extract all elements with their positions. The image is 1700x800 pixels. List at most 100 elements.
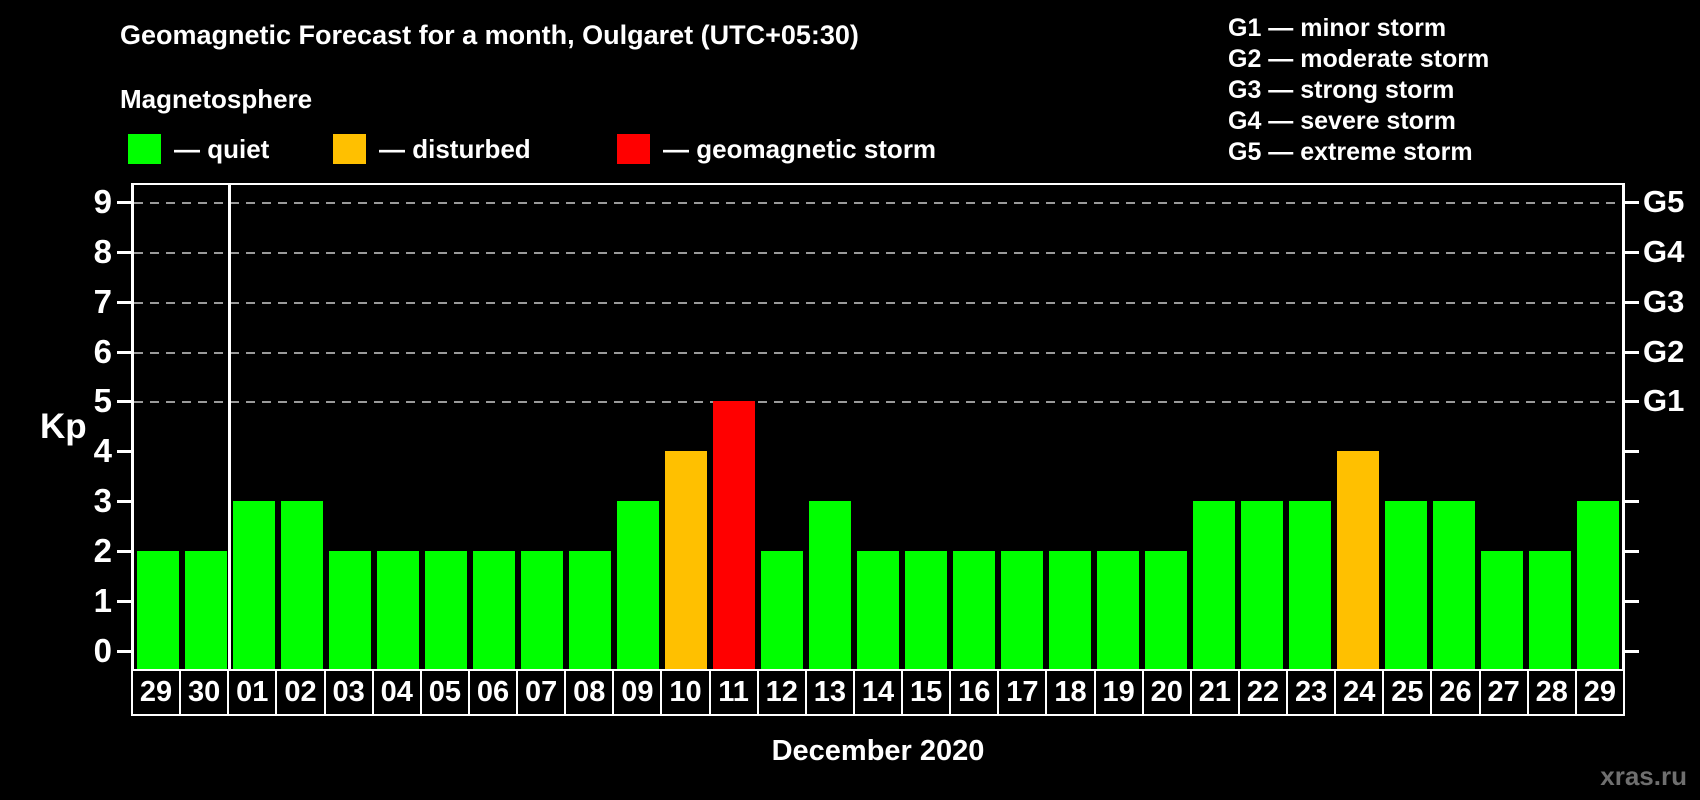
day-label-18: 18 xyxy=(1047,671,1094,714)
x-axis-title: December 2020 xyxy=(771,735,985,767)
kp-bar-day-21 xyxy=(1193,501,1235,669)
day-label-07: 07 xyxy=(518,671,565,714)
bar-cell-day-28 xyxy=(1526,183,1574,669)
day-label-05: 05 xyxy=(421,671,468,714)
day-label-20: 20 xyxy=(1143,671,1190,714)
bar-cell-day-16 xyxy=(950,183,998,669)
gridline-kp-5 xyxy=(134,401,1622,403)
y-axis-label-5: 5 xyxy=(93,382,112,419)
y-tick-left-1 xyxy=(117,600,131,603)
kp-bar-day-03 xyxy=(329,551,371,669)
g-legend-line-5: G5 — extreme storm xyxy=(1228,138,1473,166)
legend-label-storm: — geomagnetic storm xyxy=(663,133,937,164)
day-label-21: 21 xyxy=(1191,671,1238,714)
y-tick-right-2 xyxy=(1625,550,1639,553)
y-tick-right-8 xyxy=(1625,251,1639,254)
g-legend-line-1: G1 — minor storm xyxy=(1228,14,1447,42)
kp-bar-day-04 xyxy=(377,551,419,669)
right-axis-label-G5: G5 xyxy=(1643,184,1685,219)
bar-cell-day-26 xyxy=(1430,183,1478,669)
kp-bar-day-29 xyxy=(137,551,179,669)
bar-cell-day-07 xyxy=(518,183,566,669)
bar-cell-day-29 xyxy=(134,183,182,669)
right-axis-label-G2: G2 xyxy=(1643,334,1685,369)
y-tick-left-4 xyxy=(117,450,131,453)
day-label-15: 15 xyxy=(903,671,950,714)
kp-bar-day-19 xyxy=(1097,551,1139,669)
bars-layer xyxy=(134,183,1622,669)
kp-bar-day-08 xyxy=(569,551,611,669)
bar-cell-day-04 xyxy=(374,183,422,669)
y-axis-label-3: 3 xyxy=(93,482,112,519)
kp-bar-day-30 xyxy=(185,551,227,669)
bar-cell-day-09 xyxy=(614,183,662,669)
kp-bar-day-01 xyxy=(233,501,275,669)
kp-bar-day-23 xyxy=(1289,501,1331,669)
y-axis-label-6: 6 xyxy=(93,333,112,370)
y-tick-left-3 xyxy=(117,500,131,503)
day-label-08: 08 xyxy=(566,671,613,714)
right-axis-label-G3: G3 xyxy=(1643,284,1685,319)
bar-cell-day-18 xyxy=(1046,183,1094,669)
legend-item-quiet: — quiet xyxy=(128,134,269,164)
day-label-04: 04 xyxy=(373,671,420,714)
day-label-12: 12 xyxy=(758,671,805,714)
kp-bar-day-27 xyxy=(1481,551,1523,669)
y-axis-title: Kp xyxy=(40,407,87,446)
g-scale-legend: G1 — minor storm G2 — moderate storm G3 — … xyxy=(1228,13,1489,168)
bar-cell-day-15 xyxy=(902,183,950,669)
bar-cell-day-06 xyxy=(470,183,518,669)
legend-item-storm: — geomagnetic storm xyxy=(617,134,936,164)
kp-bar-day-14 xyxy=(857,551,899,669)
day-label-29: 29 xyxy=(133,671,180,714)
kp-bar-day-17 xyxy=(1001,551,1043,669)
y-tick-right-3 xyxy=(1625,500,1639,503)
kp-bar-day-24 xyxy=(1337,451,1379,669)
day-label-03: 03 xyxy=(325,671,372,714)
g-legend-line-3: G3 — strong storm xyxy=(1228,76,1455,104)
bar-cell-day-11 xyxy=(710,183,758,669)
y-tick-right-7 xyxy=(1625,301,1639,304)
kp-bar-day-07 xyxy=(521,551,563,669)
y-tick-right-4 xyxy=(1625,450,1639,453)
kp-bar-day-29 xyxy=(1577,501,1619,669)
right-axis-label-G1: G1 xyxy=(1643,383,1685,418)
bar-cell-day-27 xyxy=(1478,183,1526,669)
day-label-19: 19 xyxy=(1095,671,1142,714)
y-tick-left-2 xyxy=(117,550,131,553)
day-label-27: 27 xyxy=(1480,671,1527,714)
g-legend-line-4: G4 — severe storm xyxy=(1228,107,1456,135)
day-label-row: 29 30 01 02 03 04 05 06 07 08 09 10 11 12 13 14 15 16 17 18… xyxy=(131,669,1625,716)
day-label-28: 28 xyxy=(1528,671,1575,714)
legend-item-disturbed: — disturbed xyxy=(333,134,531,164)
bar-cell-day-29 xyxy=(1574,183,1622,669)
kp-bar-day-28 xyxy=(1529,551,1571,669)
y-axis-label-2: 2 xyxy=(93,532,112,569)
day-label-29: 29 xyxy=(1576,671,1623,714)
y-tick-left-5 xyxy=(117,400,131,403)
bar-cell-day-30 xyxy=(182,183,230,669)
kp-bar-day-18 xyxy=(1049,551,1091,669)
month-separator-line xyxy=(228,183,231,669)
kp-bar-day-12 xyxy=(761,551,803,669)
gridline-kp-8 xyxy=(134,252,1622,254)
bar-cell-day-23 xyxy=(1286,183,1334,669)
bar-cell-day-13 xyxy=(806,183,854,669)
bar-cell-day-20 xyxy=(1142,183,1190,669)
quiet-color-swatch xyxy=(128,134,161,164)
kp-bar-day-09 xyxy=(617,501,659,669)
g-legend-line-2: G2 — moderate storm xyxy=(1228,45,1490,73)
kp-bar-day-05 xyxy=(425,551,467,669)
day-label-13: 13 xyxy=(806,671,853,714)
day-label-24: 24 xyxy=(1336,671,1383,714)
y-tick-left-9 xyxy=(117,201,131,204)
kp-bar-day-26 xyxy=(1433,501,1475,669)
bar-cell-day-17 xyxy=(998,183,1046,669)
y-tick-left-8 xyxy=(117,251,131,254)
gridline-kp-9 xyxy=(134,202,1622,204)
bar-cell-day-14 xyxy=(854,183,902,669)
kp-bar-day-22 xyxy=(1241,501,1283,669)
bar-cell-day-03 xyxy=(326,183,374,669)
y-axis-label-1: 1 xyxy=(93,582,112,619)
bar-cell-day-24 xyxy=(1334,183,1382,669)
